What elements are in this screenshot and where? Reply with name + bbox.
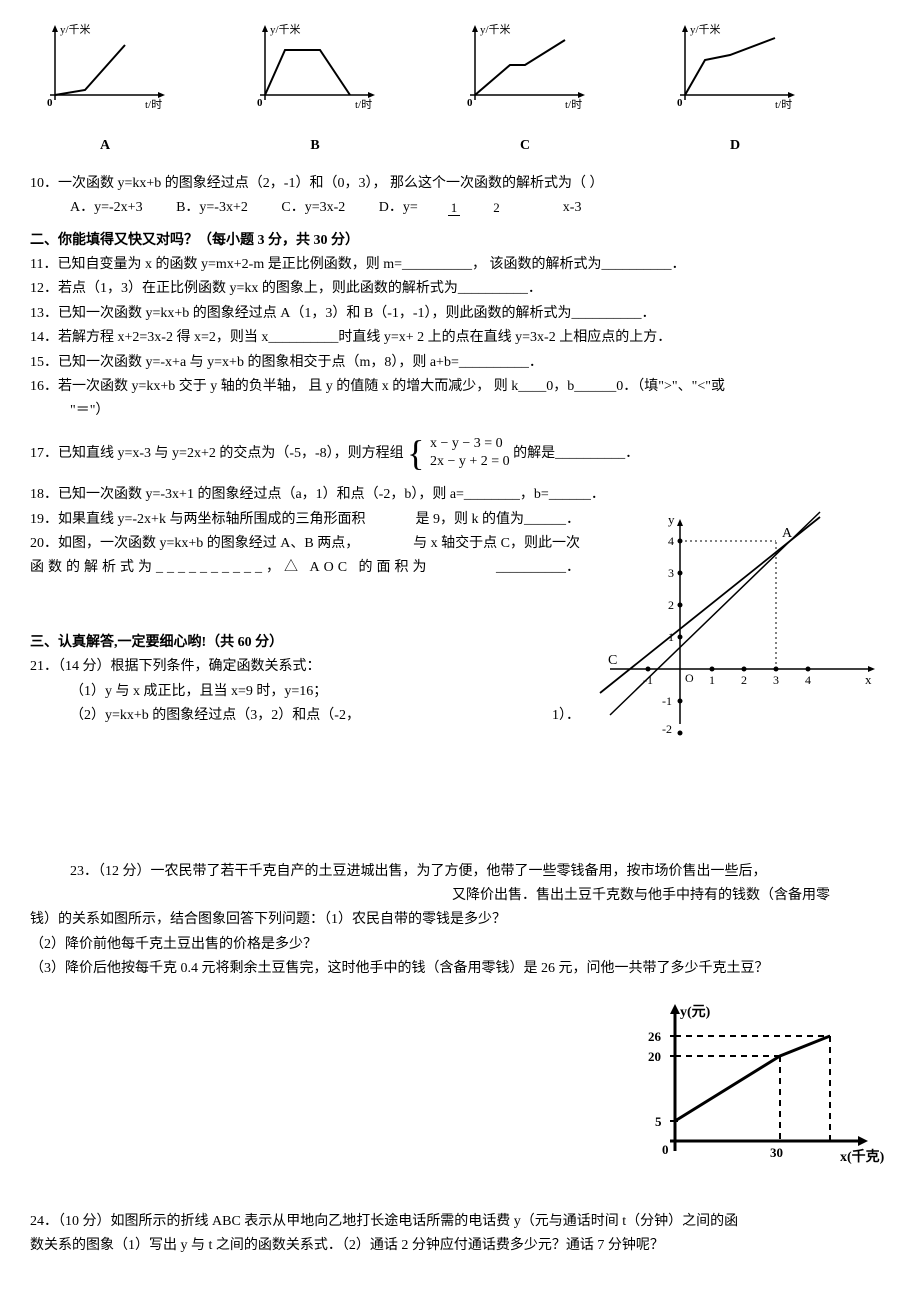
C-label: C	[608, 653, 617, 668]
q10-opt-d: D．y=12x-3	[379, 200, 612, 215]
q20-right1: 与 x 轴交于点 C，则此一次	[413, 533, 580, 555]
svg-text:2: 2	[741, 673, 747, 687]
q17: 17．已知直线 y=x-3 与 y=2x+2 的交点为（-5，-8），则方程组 …	[30, 425, 890, 483]
q19-left: 19．如果直线 y=-2x+k 与两坐标轴所围成的三角形面积	[30, 509, 365, 531]
q12: 12．若点（1，3）在正比例函数 y=kx 的图象上，则此函数的解析式为____…	[30, 278, 890, 300]
chart-option-d: y/千米 t/时 0 D	[660, 20, 810, 158]
q21-s2-right: 1）．	[552, 705, 580, 727]
y-label: y	[668, 512, 675, 527]
y-axis-label: y/千米	[690, 23, 721, 36]
svg-text:1: 1	[709, 673, 715, 687]
origin-label: O	[685, 671, 694, 685]
brace-icon: {	[407, 425, 424, 483]
y-axis-label: y/千米	[270, 23, 301, 36]
q17-eq2: 2x − y + 2 = 0	[430, 453, 510, 471]
origin: 0	[47, 97, 53, 109]
option-label-d: D	[660, 135, 810, 157]
section2-title: 二、你能填得又快又对吗？（每小题 3 分，共 30 分）	[30, 230, 890, 252]
chart-option-a: y/千米 t/时 0 A	[30, 20, 180, 158]
svg-text:20: 20	[648, 1049, 661, 1064]
q23-line1: 23．（12 分）一农民带了若干千克自产的土豆进城出售，为了方便，他带了一些零钱…	[70, 861, 890, 883]
svg-text:2: 2	[668, 598, 674, 612]
q13: 13．已知一次函数 y=kx+b 的图象经过点 A（1，3）和 B（-1，-1）…	[30, 303, 890, 325]
q10-options: A．y=-2x+3 B．y=-3x+2 C．y=3x-2 D．y=12x-3	[70, 197, 890, 219]
chart-a-svg: y/千米 t/时 0	[30, 20, 180, 125]
q17-post: 的解是__________．	[513, 446, 639, 461]
option-label-a: A	[30, 135, 180, 157]
fig-q20: x y O -1 1 2 3 4 -1 -2 1 2 3 4 A C	[590, 509, 890, 739]
q24-line1: 24．（10 分）如图所示的折线 ABC 表示从甲地向乙地打长途电话所需的电话费…	[30, 1211, 890, 1233]
q16-line1: 16．若一次函数 y=kx+b 交于 y 轴的负半轴， 且 y 的值随 x 的增…	[30, 376, 890, 398]
chart-b-svg: y/千米 t/时 0	[240, 20, 390, 125]
origin: 0	[257, 97, 263, 109]
q15: 15．已知一次函数 y=-x+a 与 y=x+b 的图象相交于点（m，8），则 …	[30, 352, 890, 374]
q21-s2: （2）y=kx+b 的图象经过点（3，2）和点（-2， 1）．	[30, 705, 580, 727]
svg-text:-1: -1	[662, 694, 672, 708]
q23-line3: 钱）的关系如图所示，结合图象回答下列问题：（1）农民自带的零钱是多少？	[30, 909, 890, 931]
origin: 0	[662, 1142, 669, 1157]
svg-text:26: 26	[648, 1029, 662, 1044]
option-label-c: C	[450, 135, 600, 157]
q20-line1: 20．如图，一次函数 y=kx+b 的图象经过 A、B 两点， 与 x 轴交于点…	[30, 533, 580, 555]
svg-text:30: 30	[770, 1145, 783, 1160]
svg-text:5: 5	[655, 1114, 662, 1129]
q20-right2: __________．	[496, 557, 580, 579]
chart-option-c: y/千米 t/时 0 C	[450, 20, 600, 158]
q10-text: 10．一次函数 y=kx+b 的图象经过点（2，-1）和（0，3）， 那么这个一…	[30, 173, 890, 195]
q20-line2: 函数的解析式为__________，△ AOC 的面积为 __________．	[30, 557, 580, 579]
q19-right: 是 9，则 k 的值为______．	[416, 509, 581, 531]
fig-q23: y(元) x(千克) 0 5 20 26 30	[630, 1001, 890, 1171]
svg-text:3: 3	[668, 566, 674, 580]
svg-text:4: 4	[668, 534, 674, 548]
x-axis-label: t/时	[775, 98, 792, 111]
x-axis-label: t/时	[565, 98, 582, 111]
y-axis-label: y/千米	[60, 23, 91, 36]
x-axis-label: t/时	[355, 98, 372, 111]
q10-opt-a: A．y=-2x+3	[70, 200, 143, 215]
x-axis-label: t/时	[145, 98, 162, 111]
q20-left1: 20．如图，一次函数 y=kx+b 的图象经过 A、B 两点，	[30, 533, 359, 555]
q23-line5: （3）降价后他按每千克 0.4 元将剩余土豆售完，这时他手中的钱（含备用零钱）是…	[30, 958, 890, 980]
option-label-b: B	[240, 135, 390, 157]
svg-text:-2: -2	[662, 722, 672, 736]
q16-line2: "＝"）	[70, 400, 890, 422]
chart-d-svg: y/千米 t/时 0	[660, 20, 810, 125]
origin: 0	[677, 97, 683, 109]
q17-pre: 17．已知直线 y=x-3 与 y=2x+2 的交点为（-5，-8），则方程组	[30, 446, 404, 461]
y-label: y(元)	[680, 1004, 711, 1020]
A-label: A	[782, 526, 793, 541]
svg-text:3: 3	[773, 673, 779, 687]
chart-c-svg: y/千米 t/时 0	[450, 20, 600, 125]
x-label: x(千克)	[840, 1148, 885, 1165]
q18: 18．已知一次函数 y=-3x+1 的图象经过点（a，1）和点（-2，b），则 …	[30, 484, 890, 506]
q17-eq1: x − y − 3 = 0	[430, 435, 510, 453]
q11: 11．已知自变量为 x 的函数 y=mx+2-m 是正比例函数，则 m=____…	[30, 254, 890, 276]
x-label: x	[865, 672, 872, 687]
q17-system: x − y − 3 = 0 2x − y + 2 = 0	[430, 435, 510, 471]
origin: 0	[467, 97, 473, 109]
q9-option-charts: y/千米 t/时 0 A y/千米 t/时 0 B y/千米 t/时 0	[30, 20, 890, 158]
fig-q23-wrap: y(元) x(千克) 0 5 20 26 30	[30, 1001, 890, 1179]
y-axis-label: y/千米	[480, 23, 511, 36]
q23-line2: 又降价出售．售出土豆千克数与他手中持有的钱数（含备用零	[30, 885, 890, 907]
q14: 14．若解方程 x+2=3x-2 得 x=2，则当 x__________时直线…	[30, 327, 890, 349]
q19-20-block: x y O -1 1 2 3 4 -1 -2 1 2 3 4 A C 19．如果…	[30, 509, 890, 728]
q20-left2: 函数的解析式为__________，△ AOC 的面积为	[30, 560, 431, 575]
q21-s2-left: （2）y=kx+b 的图象经过点（3，2）和点（-2，	[70, 705, 360, 727]
chart-option-b: y/千米 t/时 0 B	[240, 20, 390, 158]
q23-line4: （2）降价前他每千克土豆出售的价格是多少？	[30, 934, 890, 956]
q19: 19．如果直线 y=-2x+k 与两坐标轴所围成的三角形面积 是 9，则 k 的…	[30, 509, 580, 531]
q10-opt-c: C．y=3x-2	[281, 200, 345, 215]
svg-text:4: 4	[805, 673, 811, 687]
q24-line2: 数关系的图象（1）写出 y 与 t 之间的函数关系式．（2）通话 2 分钟应付通…	[30, 1235, 890, 1257]
q10-opt-b: B．y=-3x+2	[176, 200, 248, 215]
